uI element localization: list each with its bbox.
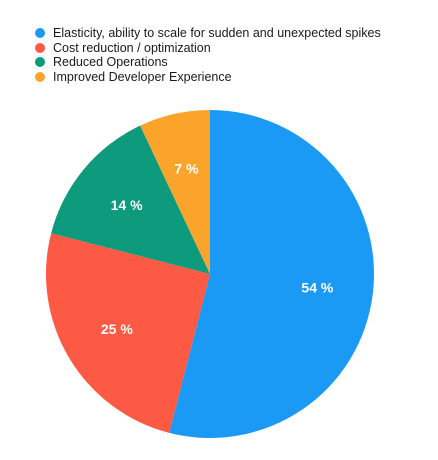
pie-value-label-cost-reduction: 25 % (101, 321, 133, 337)
pie-value-label-elasticity: 54 % (301, 280, 333, 296)
legend-item-developer-experience: Improved Developer Experience (35, 70, 381, 85)
chart-legend: Elasticity, ability to scale for sudden … (35, 26, 381, 84)
pie-slices (45, 110, 375, 439)
legend-swatch-elasticity (35, 28, 45, 39)
legend-label-reduced-operations: Reduced Operations (53, 55, 168, 70)
legend-item-elasticity: Elasticity, ability to scale for sudden … (35, 26, 381, 41)
legend-swatch-developer-experience (35, 71, 45, 82)
legend-label-developer-experience: Improved Developer Experience (53, 69, 232, 84)
pie-slice-cost-reduction (45, 233, 210, 433)
legend-label-cost-reduction: Cost reduction / optimization (53, 40, 211, 55)
pie-slice-elasticity (169, 110, 375, 439)
pie-value-label-reduced-operations: 14 % (111, 197, 143, 213)
legend-swatch-cost-reduction (35, 42, 45, 53)
pie-slice-reduced-operations (51, 125, 211, 274)
pie-value-labels: 54 % 25 % 14 % 7 % (101, 160, 334, 337)
legend-swatch-reduced-operations (35, 57, 45, 68)
legend-item-cost-reduction: Cost reduction / optimization (35, 41, 381, 56)
pie-slice-developer-experience (140, 110, 210, 274)
legend-label-elasticity: Elasticity, ability to scale for sudden … (53, 26, 381, 41)
pie-value-label-developer-experience: 7 % (174, 160, 199, 176)
legend-item-reduced-operations: Reduced Operations (35, 55, 381, 70)
